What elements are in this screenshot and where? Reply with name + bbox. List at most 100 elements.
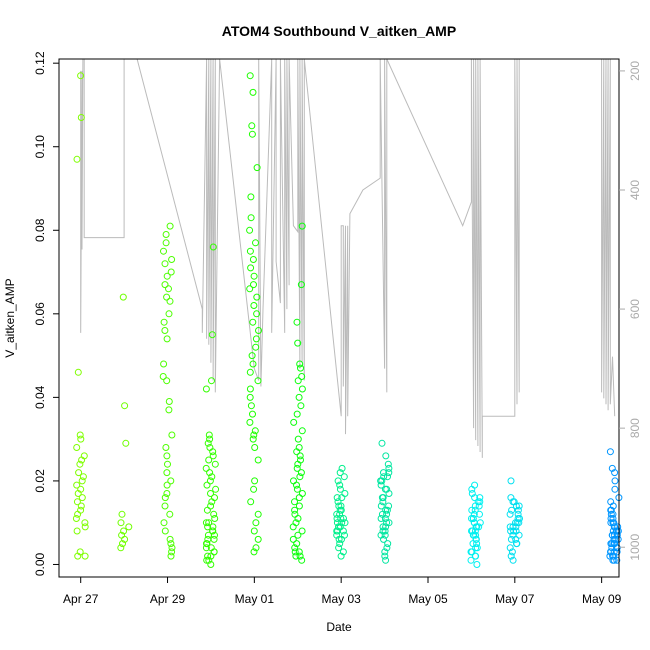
y-axis-right: 200 400 600 800 1000 [619,61,642,561]
data-point [77,114,85,121]
series-4 [246,72,262,556]
data-point [298,556,306,564]
data-point [205,519,213,527]
data-point [206,469,214,477]
data-point [294,515,302,522]
data-point [296,473,304,481]
data-point [252,544,260,552]
x-tick-label: Apr 27 [63,592,99,606]
data-point [166,510,174,518]
data-point [247,193,255,201]
data-point [212,485,220,493]
data-point [608,531,616,539]
data-point [205,431,213,439]
data-point [298,373,306,380]
data-point [211,515,219,522]
data-point [251,444,259,451]
data-point [471,527,479,535]
data-point [290,418,298,426]
data-point [202,544,210,552]
data-point [246,393,254,401]
data-point [383,519,391,527]
data-point [209,523,217,531]
data-point [121,535,129,543]
data-point [514,506,522,514]
data-point [247,498,255,506]
y-axis-left: 0.00 0.02 0.04 0.06 0.08 0.10 0.12 [33,51,59,576]
data-point [291,544,299,552]
data-point [476,498,484,506]
data-point [338,535,345,543]
data-point [205,456,213,464]
data-point [294,460,302,468]
data-point [161,527,169,535]
data-point [246,72,254,80]
data-point [377,481,385,489]
data-point [249,410,256,418]
data-point [381,548,389,556]
data-point [609,556,617,564]
data-point [335,544,343,552]
data-point [293,410,301,418]
data-point [383,506,391,514]
y-right-tick-label: 600 [628,299,642,319]
data-point [252,519,260,527]
data-point [78,456,86,464]
data-point [509,556,517,564]
y-tick-label: 0.08 [33,218,47,242]
data-point [203,540,211,548]
data-point [384,460,392,468]
x-tick-label: May 01 [235,592,275,606]
series-7 [377,439,393,564]
y-tick-label: 0.02 [33,469,47,493]
data-point [611,477,619,485]
data-point [293,448,301,456]
data-point [514,510,522,518]
data-point [609,515,617,522]
data-point [333,494,341,502]
data-point [382,556,390,564]
data-point [81,552,89,560]
data-point [165,398,173,405]
data-point [476,510,483,518]
data-point [247,214,255,222]
data-point [251,477,259,485]
series-5 [289,222,306,564]
data-point [515,502,523,510]
data-point [380,469,387,477]
data-point [254,456,262,464]
data-point [377,515,385,522]
data-point [208,498,216,506]
data-point [379,494,387,502]
data-point [293,318,301,326]
data-point [472,544,480,552]
data-point [76,460,84,468]
data-point [163,469,171,477]
data-point [384,473,391,481]
data-point [165,285,172,293]
data-point [202,519,210,527]
y-right-tick-label: 800 [628,418,642,438]
data-point [250,527,258,535]
data-point [73,444,81,451]
y-tick-label: 0.10 [33,135,47,159]
data-point [293,485,301,493]
data-point [162,444,170,451]
data-point [614,535,622,543]
data-point [78,477,86,485]
data-point [247,402,255,410]
data-point [506,510,514,518]
data-point [297,402,305,410]
data-point [292,552,300,560]
data-point [163,335,171,343]
data-point [253,310,261,318]
data-point [291,498,298,506]
data-point [117,519,125,527]
data-point [507,494,515,502]
y-tick-label: 0.04 [33,385,47,409]
data-point [296,360,304,368]
data-point [378,439,386,447]
series-2 [159,222,176,560]
data-point [163,452,171,460]
